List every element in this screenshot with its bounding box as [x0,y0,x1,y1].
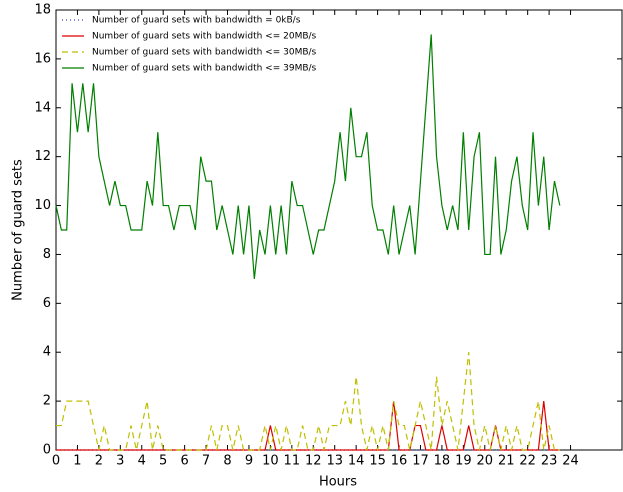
y-tick-label: 0 [43,443,51,458]
y-tick-label: 6 [43,296,51,311]
series-line [55,34,561,279]
x-tick-label: 19 [455,454,472,469]
x-tick-label: 9 [245,454,253,469]
x-tick-label: 10 [262,454,279,469]
y-tick-label: 14 [34,100,51,115]
y-tick-label: 16 [34,51,51,66]
x-tick-label: 4 [138,454,146,469]
x-tick-label: 18 [434,454,451,469]
x-tick-label: 0 [52,454,60,469]
x-tick-label: 21 [498,454,515,469]
y-tick-label: 18 [34,3,51,18]
x-tick-label: 3 [116,454,124,469]
x-tick-label: 14 [348,454,365,469]
x-tick-label: 11 [284,454,301,469]
legend-label: Number of guard sets with bandwidth <= 3… [92,64,317,74]
x-tick-label: 5 [159,454,167,469]
x-axis-label: Hours [319,475,357,490]
x-tick-label: 20 [477,454,494,469]
y-tick-label: 12 [34,149,51,164]
x-tick-label: 24 [562,454,579,469]
x-tick-label: 2 [95,454,103,469]
x-tick-label: 17 [412,454,429,469]
x-tick-label: 15 [369,454,386,469]
legend-label: Number of guard sets with bandwidth <= 2… [92,32,317,42]
x-tick-label: 6 [180,454,188,469]
y-tick-label: 2 [43,394,51,409]
x-tick-label: 22 [519,454,536,469]
legend-label: Number of guard sets with bandwidth <= 3… [92,48,317,58]
y-tick-label: 4 [43,345,51,360]
y-axis-label: Number of guard sets [11,159,26,301]
x-tick-label: 23 [541,454,558,469]
legend-label: Number of guard sets with bandwidth = 0k… [92,16,301,26]
series-line [56,401,560,451]
x-tick-label: 7 [202,454,210,469]
series-line [56,352,560,451]
x-tick-label: 13 [326,454,343,469]
x-tick-label: 1 [73,454,81,469]
x-tick-label: 12 [305,454,322,469]
y-tick-label: 8 [43,247,51,262]
y-tick-label: 10 [34,198,51,213]
x-tick-label: 16 [391,454,408,469]
x-tick-label: 8 [223,454,231,469]
